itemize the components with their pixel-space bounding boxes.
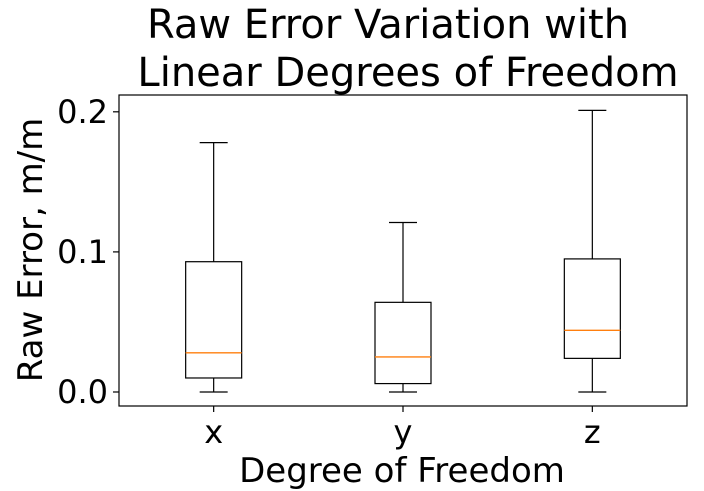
box-x [185,261,243,379]
y-tick-label: 0.2 [57,93,108,131]
y-axis-label: Raw Error, m/m [11,118,51,383]
y-tick-label: 0.1 [57,233,108,271]
plot-area: 0.0 0.1 0.2 x y z [57,93,688,451]
chart-title-line-1: Raw Error Variation with [147,2,629,48]
x-axis-label: Degree of Freedom [239,451,565,491]
x-tick-label: z [584,413,601,451]
y-tick-label: 0.0 [57,373,108,411]
x-tick-label: x [204,413,223,451]
box-y [374,301,432,385]
x-tick-label: y [394,413,413,451]
box-z [563,258,621,359]
chart-title-line-2: Linear Degrees of Freedom [137,50,678,96]
